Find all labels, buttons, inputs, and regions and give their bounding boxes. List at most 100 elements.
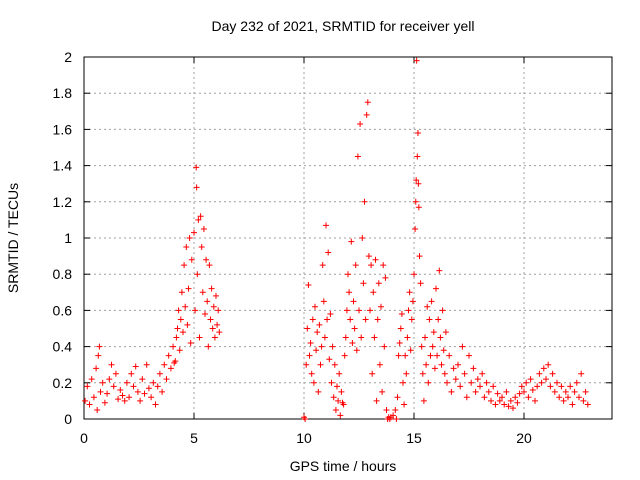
data-point bbox=[468, 379, 475, 386]
data-point bbox=[193, 184, 200, 191]
data-point bbox=[86, 401, 93, 408]
data-point bbox=[199, 289, 206, 296]
x-axis-label: GPS time / hours bbox=[290, 458, 397, 474]
data-point bbox=[375, 280, 382, 287]
data-point bbox=[351, 325, 358, 332]
data-point bbox=[341, 352, 348, 359]
data-point bbox=[490, 383, 497, 390]
data-point bbox=[132, 363, 139, 370]
data-point bbox=[306, 352, 313, 359]
data-point bbox=[413, 57, 420, 64]
data-point bbox=[428, 298, 435, 305]
data-point bbox=[364, 99, 371, 106]
data-point bbox=[308, 370, 315, 377]
data-point bbox=[404, 334, 411, 341]
data-points bbox=[82, 57, 591, 422]
data-point bbox=[439, 307, 446, 314]
data-point bbox=[350, 298, 357, 305]
data-point bbox=[352, 262, 359, 269]
data-point bbox=[329, 343, 336, 350]
data-point bbox=[472, 388, 479, 395]
data-point bbox=[409, 298, 416, 305]
data-point bbox=[580, 397, 587, 404]
data-point bbox=[413, 177, 420, 184]
y-tick-label: 0.6 bbox=[53, 302, 73, 318]
data-point bbox=[483, 379, 490, 386]
data-point bbox=[450, 365, 457, 372]
data-point bbox=[547, 383, 554, 390]
data-point bbox=[435, 316, 442, 323]
data-point bbox=[372, 256, 379, 263]
data-point bbox=[191, 229, 197, 236]
y-tick-label: 0 bbox=[64, 411, 72, 427]
data-point bbox=[418, 343, 425, 350]
data-point bbox=[380, 262, 387, 269]
data-point bbox=[209, 325, 216, 332]
data-point bbox=[429, 343, 436, 350]
data-point bbox=[302, 416, 309, 422]
data-point bbox=[368, 262, 375, 269]
data-point bbox=[315, 388, 322, 395]
data-point bbox=[442, 329, 449, 336]
data-point bbox=[323, 222, 329, 229]
data-point bbox=[320, 298, 327, 305]
data-point bbox=[382, 274, 389, 281]
data-point bbox=[554, 379, 560, 386]
data-point bbox=[154, 383, 161, 390]
data-point bbox=[101, 399, 108, 406]
data-point bbox=[444, 379, 450, 386]
data-point bbox=[343, 307, 350, 314]
data-point bbox=[457, 383, 464, 390]
data-point bbox=[545, 361, 552, 368]
data-point bbox=[521, 388, 527, 395]
data-point bbox=[431, 365, 438, 372]
data-point bbox=[121, 397, 128, 404]
data-point bbox=[420, 397, 427, 404]
data-point bbox=[390, 412, 397, 419]
data-point bbox=[578, 370, 585, 377]
data-point bbox=[436, 267, 443, 274]
data-point bbox=[207, 316, 214, 323]
data-point bbox=[346, 289, 353, 296]
data-point bbox=[205, 343, 212, 350]
data-point bbox=[93, 365, 100, 372]
data-point bbox=[104, 390, 111, 397]
data-point bbox=[163, 376, 170, 383]
data-point bbox=[348, 238, 355, 245]
data-point bbox=[180, 329, 186, 336]
data-point bbox=[501, 401, 508, 408]
y-tick-label: 0.2 bbox=[53, 375, 73, 391]
data-point bbox=[514, 399, 521, 406]
data-point bbox=[401, 401, 408, 408]
data-point bbox=[210, 303, 217, 310]
data-point bbox=[90, 394, 97, 401]
data-point bbox=[214, 321, 221, 328]
data-point bbox=[338, 388, 345, 395]
data-point bbox=[466, 352, 472, 359]
data-point bbox=[193, 164, 200, 171]
data-point bbox=[342, 334, 349, 341]
data-point bbox=[310, 379, 317, 386]
data-point bbox=[328, 379, 335, 386]
data-point bbox=[203, 256, 210, 263]
data-point bbox=[206, 262, 213, 269]
data-point bbox=[398, 311, 405, 318]
data-point bbox=[361, 198, 368, 205]
data-point bbox=[347, 316, 354, 323]
data-point bbox=[383, 406, 390, 413]
data-point bbox=[82, 397, 89, 404]
data-point bbox=[543, 376, 549, 383]
data-point bbox=[527, 376, 534, 383]
data-point bbox=[407, 347, 414, 354]
data-point bbox=[336, 370, 343, 377]
data-point bbox=[379, 388, 386, 395]
data-point bbox=[573, 379, 580, 386]
data-point bbox=[152, 401, 159, 408]
data-point bbox=[215, 307, 222, 314]
data-point bbox=[216, 329, 223, 336]
data-point bbox=[394, 394, 401, 401]
data-point bbox=[396, 339, 403, 346]
data-point bbox=[173, 334, 180, 341]
data-point bbox=[317, 361, 324, 368]
data-point bbox=[354, 153, 361, 160]
